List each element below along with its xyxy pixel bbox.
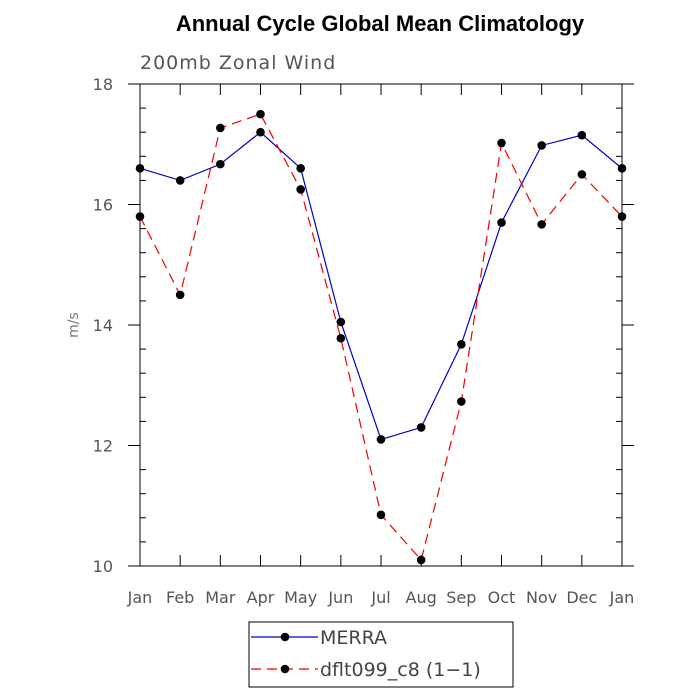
series-0-point	[617, 164, 627, 173]
y-tick-label: 12	[93, 437, 113, 456]
series-1-point	[336, 333, 346, 343]
series-1-point	[537, 220, 546, 229]
series-1-point	[175, 290, 185, 300]
series-0-point	[577, 130, 587, 140]
y-tick-label: 10	[93, 557, 113, 576]
chart-subtitle: 200mb Zonal Wind	[140, 52, 336, 74]
legend-box	[248, 621, 514, 688]
axis-ticks	[128, 83, 634, 567]
y-tick-label: 16	[93, 196, 113, 215]
series-1-point	[457, 397, 466, 406]
series-0-point	[537, 141, 546, 150]
series-1-point	[376, 510, 386, 520]
series-1-point	[216, 123, 225, 133]
x-tick-label: Nov	[526, 588, 557, 607]
series-1-point	[135, 212, 145, 221]
plot-frame	[139, 83, 623, 567]
legend-marker-1	[280, 664, 290, 674]
series-0-point	[376, 435, 386, 444]
x-tick-label: Feb	[166, 588, 194, 607]
series-0-point	[256, 127, 265, 137]
x-tick-label: May	[284, 588, 317, 607]
x-tick-label: Jul	[370, 588, 390, 607]
series-0-point	[175, 176, 185, 185]
series-0-point	[296, 164, 305, 173]
series-1-point	[416, 555, 426, 565]
y-axis-label: m/s	[66, 312, 82, 338]
legend: MERRA dflt099_c8 (1−1)	[248, 621, 514, 688]
x-tick-label: Jan	[609, 588, 635, 607]
x-tick-label: Mar	[205, 588, 236, 607]
legend-label-0: MERRA	[320, 627, 387, 649]
x-tick-label: Aug	[406, 588, 437, 607]
series-0-point	[457, 339, 466, 349]
x-tick-label: Oct	[488, 588, 516, 607]
series-1-point	[256, 109, 265, 119]
series-0-point	[216, 159, 225, 169]
series-0-point	[336, 317, 346, 327]
y-tick-label: 18	[93, 75, 113, 94]
series-0-point	[416, 423, 426, 432]
series-1-point	[577, 170, 587, 179]
series-0-point	[135, 164, 145, 173]
series-layer	[135, 109, 627, 565]
y-tick-label: 14	[93, 316, 113, 335]
x-tick-label: Jun	[327, 588, 353, 607]
series-1-point	[497, 138, 506, 148]
x-tick-label: Jan	[127, 588, 153, 607]
chart-title: Annual Cycle Global Mean Climatology	[176, 11, 585, 36]
legend-label-1: dflt099_c8 (1−1)	[320, 659, 481, 681]
series-line-1	[139, 113, 623, 562]
axis-tick-labels: Jan Feb Mar Apr May Jun Jul Aug Sep Oct Nov Dec Jan 1…	[93, 75, 635, 607]
series-1-point	[296, 185, 305, 194]
series-0-point	[497, 218, 506, 227]
x-tick-label: Sep	[446, 588, 476, 607]
legend-marker-0	[280, 632, 290, 642]
series-line-0	[139, 131, 623, 441]
x-tick-label: Dec	[566, 588, 597, 607]
series-1-point	[617, 212, 627, 221]
x-tick-label: Apr	[247, 588, 275, 607]
